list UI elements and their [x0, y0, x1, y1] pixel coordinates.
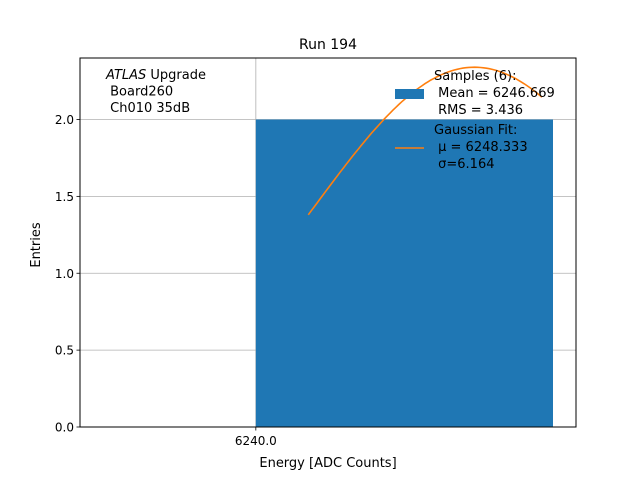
x-axis-label: Energy [ADC Counts]: [259, 456, 396, 471]
x-tick-label: 6240.0: [235, 434, 277, 448]
histogram-bar: [255, 119, 553, 427]
y-tick-label: 1.5: [55, 190, 74, 204]
axis-ticks: 0.0 0.5 1.0 1.5 2.0 6240.0: [55, 113, 277, 448]
y-tick-label: 0.0: [55, 421, 74, 435]
legend-text: σ=6.164: [434, 157, 494, 172]
gaussian-fit-curve: [307, 66, 543, 216]
annotation-text: Upgrade: [146, 68, 206, 83]
atlas-italic-label: ATLAS: [105, 68, 146, 83]
annotation-line: ATLAS Upgrade: [105, 68, 206, 83]
fit-curve-layer: [307, 66, 543, 216]
atlas-annotation: ATLAS Upgrade Board260 Ch010 35dB: [105, 68, 206, 116]
legend-text: μ = 6248.333: [434, 140, 528, 155]
legend-text: Samples (6):: [434, 69, 516, 84]
chart-title: Run 194: [299, 37, 357, 53]
y-tick-label: 0.5: [55, 344, 74, 358]
annotation-text: Board260: [106, 85, 173, 100]
legend-text: RMS = 3.436: [434, 103, 523, 118]
y-tick-label: 1.0: [55, 267, 74, 281]
legend: Samples (6): Mean = 6246.669 RMS = 3.436…: [395, 69, 555, 172]
annotation-line: Board260: [106, 85, 173, 100]
annotation-line: Ch010 35dB: [106, 101, 190, 116]
y-tick-label: 2.0: [55, 113, 74, 127]
y-axis-label: Entries: [29, 222, 44, 268]
legend-text: Mean = 6246.669: [434, 86, 555, 101]
histogram-bars: [255, 119, 553, 427]
legend-text: Gaussian Fit:: [434, 123, 517, 138]
plot-frame: [79, 57, 577, 428]
annotation-text: Ch010 35dB: [106, 101, 190, 116]
legend-swatch-samples: [395, 89, 424, 99]
